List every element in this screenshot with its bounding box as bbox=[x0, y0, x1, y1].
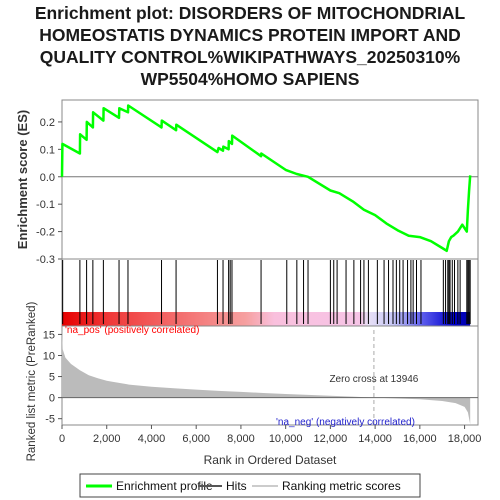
enrichment-profile-line bbox=[60, 104, 472, 253]
legend-label-enrichment: Enrichment profile bbox=[116, 479, 213, 493]
metric-plot-frame bbox=[61, 325, 479, 426]
x-tick-label: 6,000 bbox=[182, 433, 210, 445]
metric-y-tick-label: 0 bbox=[49, 393, 55, 405]
legend-label-metric: Ranking metric scores bbox=[282, 479, 401, 493]
zero-cross-label: Zero cross at 13946 bbox=[329, 374, 418, 385]
metric-y-axis-label: Ranked list metric (PreRanked) bbox=[26, 301, 38, 461]
x-tick-label: 10,000 bbox=[269, 433, 303, 445]
es-y-tick-label: -0.1 bbox=[36, 199, 55, 211]
x-tick-label: 16,000 bbox=[403, 433, 437, 445]
es-y-axis-label: Enrichment score (ES) bbox=[15, 110, 30, 249]
metric-panel: 15 10 5 0 -5 Ranked list metric (PreRanked) Ze… bbox=[26, 301, 479, 461]
x-tick-label: 2,000 bbox=[93, 433, 121, 445]
metric-y-tick-label: 5 bbox=[49, 372, 55, 384]
ranking-color-bar bbox=[62, 312, 471, 326]
metric-y-tick-label: -5 bbox=[45, 414, 55, 426]
x-tick-label: 8,000 bbox=[227, 433, 255, 445]
title-line-3: QUALITY CONTROL%WIKIPATHWAYS_20250310% bbox=[39, 47, 461, 67]
es-y-tick-label: 0.1 bbox=[40, 144, 55, 156]
x-tick-label: 14,000 bbox=[358, 433, 392, 445]
x-tick-label: 12,000 bbox=[314, 433, 348, 445]
negative-label: 'na_neg' (negatively correlated) bbox=[276, 417, 415, 428]
x-tick-label: 18,000 bbox=[448, 433, 482, 445]
x-axis-label: Rank in Ordered Dataset bbox=[204, 453, 337, 467]
hits-panel bbox=[61, 258, 479, 327]
positive-label: 'na_pos' (positively correlated) bbox=[65, 325, 199, 336]
title-line-2: HOMEOSTATIS DYNAMICS PROTEIN IMPORT AND bbox=[39, 25, 461, 45]
chart-title: Enrichment plot: DISORDERS OF MITOCHONDR… bbox=[0, 2, 500, 90]
metric-y-tick-label: 15 bbox=[43, 329, 55, 341]
es-y-tick-label: 0.0 bbox=[40, 172, 55, 184]
es-y-tick-label: -0.2 bbox=[36, 227, 55, 239]
metric-y-tick-label: 10 bbox=[43, 350, 55, 362]
es-plot-frame bbox=[61, 99, 479, 260]
x-tick-label: 0 bbox=[59, 433, 65, 445]
x-tick-label: 4,000 bbox=[138, 433, 166, 445]
title-line-1: Enrichment plot: DISORDERS OF MITOCHONDR… bbox=[34, 3, 466, 23]
es-y-tick-label: 0.2 bbox=[40, 117, 55, 129]
legend-label-hits: Hits bbox=[226, 479, 247, 493]
title-line-4: WP5504%HOMO SAPIENS bbox=[140, 69, 360, 89]
legend-box bbox=[79, 473, 421, 498]
legend: Enrichment profile Hits Ranking metric sco… bbox=[79, 473, 421, 498]
x-axis: 0 2,000 4,000 6,000 8,000 10,000 12,000 14,000 1… bbox=[59, 425, 481, 467]
es-y-tick-label: -0.3 bbox=[36, 254, 55, 266]
es-panel: 0.2 0.1 0.0 -0.1 -0.2 -0.3 Enrichment score (E… bbox=[15, 99, 479, 266]
